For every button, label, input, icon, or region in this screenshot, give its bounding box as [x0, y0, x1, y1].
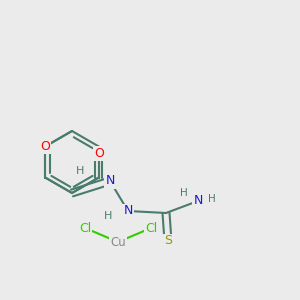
Text: N: N	[193, 194, 203, 208]
Text: N: N	[105, 175, 115, 188]
Text: N: N	[123, 205, 133, 218]
Text: Cl: Cl	[145, 221, 157, 235]
Text: H: H	[104, 211, 112, 221]
Text: S: S	[164, 235, 172, 248]
Text: O: O	[40, 140, 50, 153]
Text: Cu: Cu	[110, 236, 126, 248]
Text: O: O	[94, 147, 104, 160]
Text: H: H	[208, 194, 216, 204]
Text: H: H	[76, 166, 84, 176]
Text: Cl: Cl	[79, 221, 91, 235]
Text: H: H	[180, 188, 188, 198]
